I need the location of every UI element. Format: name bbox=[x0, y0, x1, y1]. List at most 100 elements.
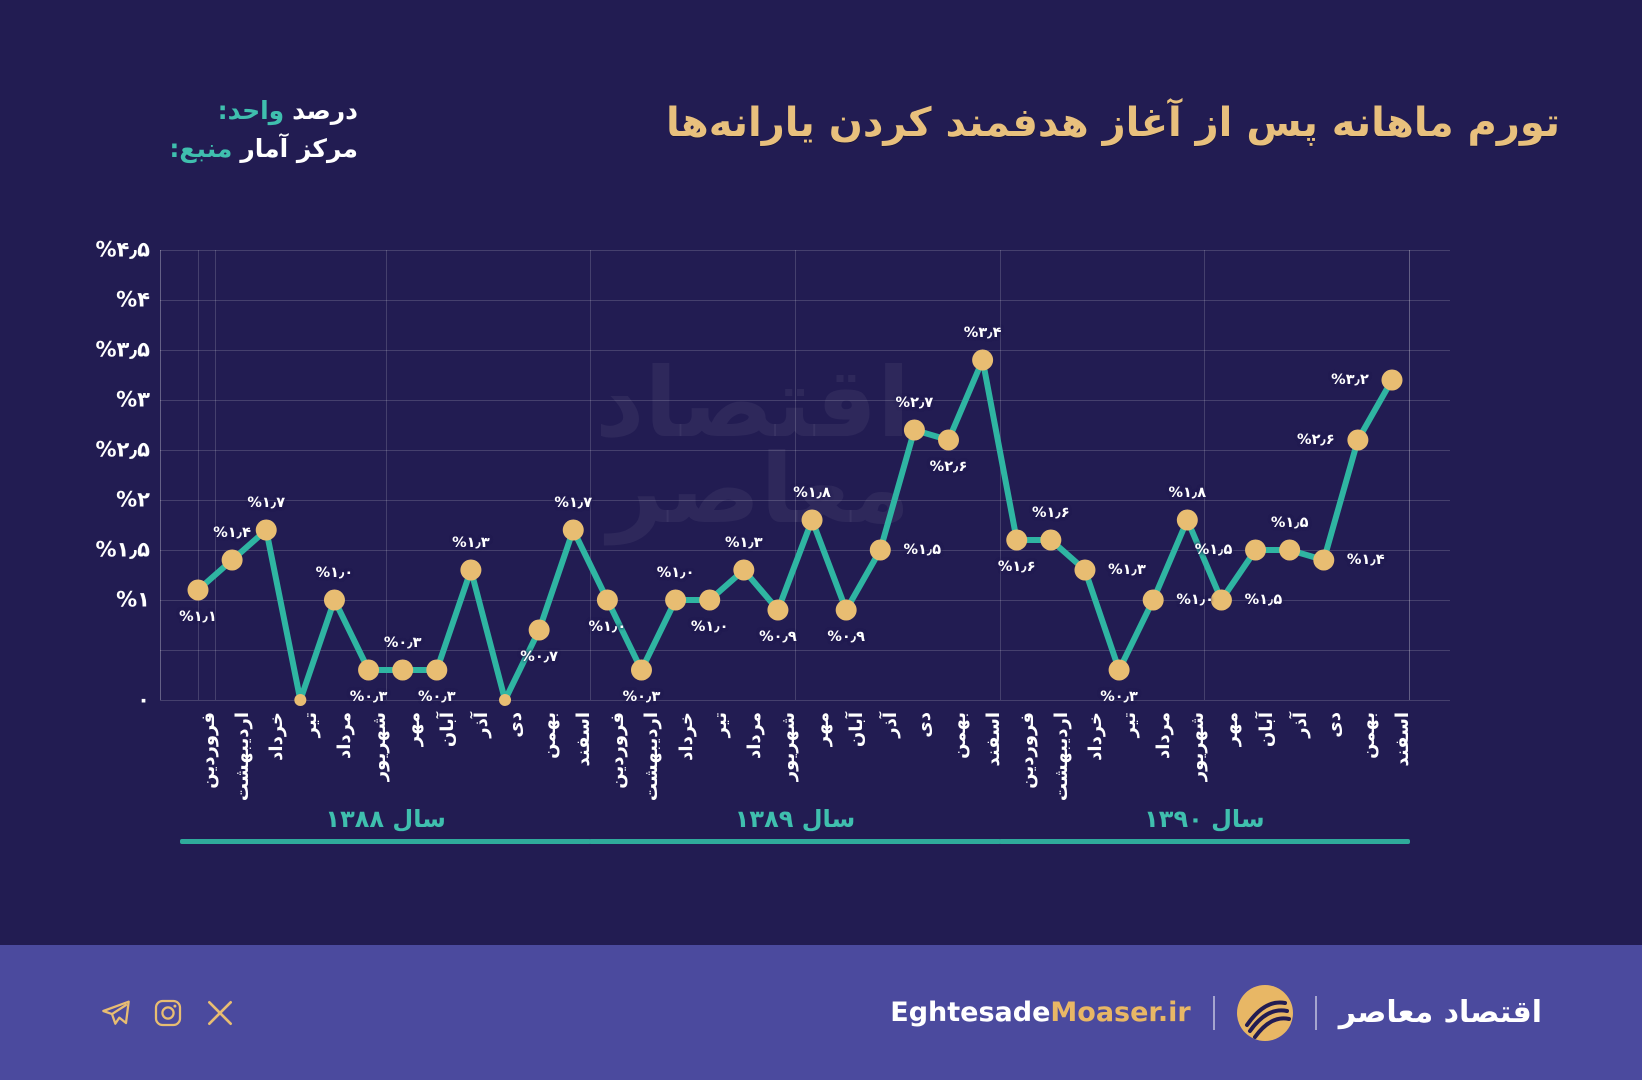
x-axis-tick-text: شهریور bbox=[777, 712, 799, 782]
data-point-marker[interactable] bbox=[392, 659, 414, 681]
x-axis-tick-label: خرداد bbox=[266, 688, 287, 761]
data-point-marker[interactable] bbox=[903, 419, 925, 441]
x-axis-tick-text: خرداد bbox=[266, 712, 288, 761]
y-axis-tick-label: %۲ bbox=[116, 487, 150, 512]
x-axis-tick-label: دی bbox=[914, 699, 935, 738]
data-point-marker[interactable] bbox=[938, 429, 960, 451]
chart-area: اقتصاد معاصر %۴٫۵ %۴ %۳٫۵ %۳ %۲٫۵ %۲ %۱٫۵ %۱ ۰ %… bbox=[95, 238, 1450, 844]
x-axis-tick-text: خرداد bbox=[675, 712, 697, 761]
x-axis-tick-text: اسفند bbox=[982, 712, 1004, 767]
data-point-marker[interactable] bbox=[1381, 369, 1403, 391]
x-axis-tick-label: فروردین bbox=[1017, 674, 1038, 789]
x-axis-tick-label: مرداد bbox=[334, 689, 355, 759]
data-point-value-label: %۰٫۳ bbox=[417, 689, 456, 705]
data-point-marker[interactable] bbox=[1040, 529, 1062, 551]
x-axis-tick-text: آذر bbox=[880, 712, 902, 738]
data-point-marker[interactable] bbox=[869, 539, 891, 561]
instagram-icon[interactable] bbox=[152, 997, 184, 1029]
data-point-marker[interactable] bbox=[426, 659, 448, 681]
data-point-marker[interactable] bbox=[255, 519, 277, 541]
x-axis-tick-text: آذر bbox=[470, 712, 492, 738]
data-point-marker[interactable] bbox=[630, 659, 652, 681]
gridline-vertical bbox=[385, 250, 387, 700]
gridline-horizontal bbox=[160, 600, 1450, 601]
year-group-label: سال ۱۳۹۰ bbox=[1144, 805, 1265, 833]
data-point-marker[interactable] bbox=[1006, 529, 1028, 551]
footer-brand: اقتصاد معاصر EghtesadeMoaser.ir bbox=[890, 984, 1542, 1041]
data-point-value-label: %۱٫۵ bbox=[1270, 515, 1309, 531]
x-axis-tick-label: مهر bbox=[403, 695, 424, 746]
data-point-marker[interactable] bbox=[294, 694, 307, 706]
telegram-icon[interactable] bbox=[100, 997, 132, 1029]
gridline-horizontal bbox=[160, 400, 1450, 401]
data-point-marker[interactable] bbox=[1074, 559, 1096, 581]
x-axis-tick-label: خرداد bbox=[676, 688, 697, 761]
series-line bbox=[187, 349, 1403, 706]
x-axis-tick-label: تیر bbox=[710, 699, 731, 737]
data-point-marker[interactable] bbox=[323, 589, 345, 611]
source-row: مرکز آمار منبع: bbox=[88, 130, 358, 168]
year-group-bar bbox=[998, 839, 1410, 844]
x-axis-tick-label: دی bbox=[505, 699, 526, 738]
data-point-value-label: %۲٫۶ bbox=[929, 459, 968, 475]
data-point-marker[interactable] bbox=[767, 599, 789, 621]
data-point-marker[interactable] bbox=[596, 589, 618, 611]
x-axis-tick-text: شهریور bbox=[1187, 712, 1209, 782]
x-axis-tick-label: مهر bbox=[1221, 695, 1242, 746]
x-axis-tick-text: اردیبهشت bbox=[641, 712, 663, 802]
data-point-marker[interactable] bbox=[1142, 589, 1164, 611]
y-axis-tick-label: %۴ bbox=[116, 287, 150, 312]
year-group-label: سال ۱۳۸۹ bbox=[734, 805, 856, 833]
x-axis-tick-text: آذر bbox=[1289, 712, 1311, 738]
gridline-horizontal bbox=[160, 550, 1450, 551]
data-point-value-label: %۱٫۴ bbox=[213, 525, 251, 541]
data-point-marker[interactable] bbox=[221, 549, 243, 571]
brand-url-part2: Moaser.ir bbox=[1050, 997, 1191, 1028]
x-axis-tick-text: فروردین bbox=[607, 712, 629, 789]
gridline-vertical bbox=[1409, 250, 1411, 700]
data-point-marker[interactable] bbox=[972, 349, 994, 371]
x-axis-tick-text: اسفند bbox=[1392, 712, 1413, 767]
x-axis-tick-label: بهمن bbox=[1358, 689, 1379, 759]
x-axis-tick-text: شهریور bbox=[368, 712, 390, 782]
x-axis-tick-label: آذر bbox=[471, 699, 492, 738]
data-point-marker[interactable] bbox=[528, 619, 550, 641]
data-point-marker[interactable] bbox=[358, 659, 380, 681]
brand-website[interactable]: EghtesadeMoaser.ir bbox=[890, 997, 1190, 1028]
data-point-marker[interactable] bbox=[1347, 429, 1369, 451]
data-point-marker[interactable] bbox=[1245, 539, 1267, 561]
y-axis-line bbox=[160, 250, 161, 700]
brand-name-fa: اقتصاد معاصر bbox=[1338, 995, 1542, 1030]
data-point-marker[interactable] bbox=[835, 599, 857, 621]
x-axis-tick-text: مهر bbox=[1221, 712, 1243, 747]
x-axis-tick-label: خرداد bbox=[1085, 688, 1106, 761]
x-axis-tick-text: فروردین bbox=[1016, 712, 1038, 789]
data-point-marker[interactable] bbox=[1210, 589, 1232, 611]
unit-row: درصد واحد: bbox=[88, 92, 358, 130]
data-point-value-label: %۱٫۰ bbox=[656, 565, 695, 581]
data-point-marker[interactable] bbox=[562, 519, 584, 541]
data-point-marker[interactable] bbox=[801, 509, 823, 531]
x-axis-tick-text: دی bbox=[914, 712, 936, 738]
data-point-marker[interactable] bbox=[187, 579, 209, 601]
data-point-value-label: %۱٫۳ bbox=[1108, 562, 1146, 578]
x-axis-tick-text: آبان bbox=[436, 712, 458, 748]
footer-divider-1 bbox=[1314, 995, 1317, 1030]
x-axis-tick-label: اردیبهشت bbox=[1051, 667, 1072, 801]
x-axis-tick-text: بهمن bbox=[1357, 712, 1379, 759]
data-point-marker[interactable] bbox=[460, 559, 482, 581]
x-axis-tick-text: بهمن bbox=[539, 712, 561, 759]
data-point-marker[interactable] bbox=[733, 559, 755, 581]
data-point-value-label: %۳٫۲ bbox=[1331, 372, 1369, 388]
data-point-marker[interactable] bbox=[1279, 539, 1301, 561]
data-point-marker[interactable] bbox=[1108, 659, 1130, 681]
data-point-marker[interactable] bbox=[1313, 549, 1335, 571]
x-axis-tick-label: آبان bbox=[437, 694, 458, 747]
x-axis-tick-label: مرداد bbox=[744, 689, 765, 759]
data-point-value-label: %۲٫۶ bbox=[1297, 432, 1335, 448]
x-icon[interactable] bbox=[204, 997, 236, 1029]
data-point-marker[interactable] bbox=[665, 589, 687, 611]
data-point-marker[interactable] bbox=[499, 694, 512, 706]
data-point-marker[interactable] bbox=[1176, 509, 1198, 531]
data-point-marker[interactable] bbox=[699, 589, 721, 611]
